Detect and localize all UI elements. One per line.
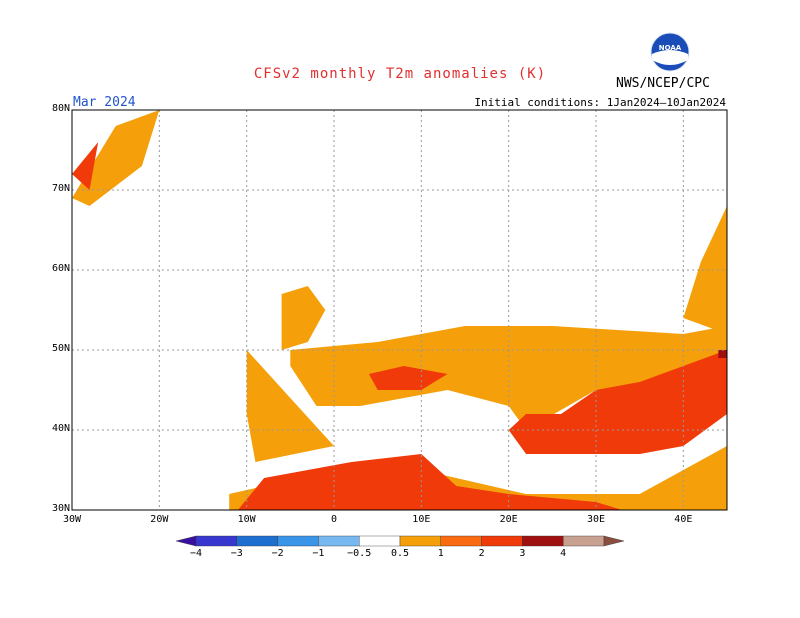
anomaly-region-0.5-1 [281, 286, 326, 350]
noaa-logo: NOAA [650, 32, 690, 72]
colorbar-tick-label: 0.5 [390, 548, 410, 559]
lon-tick-label: 20E [499, 514, 518, 525]
colorbar-bin [195, 535, 237, 547]
colorbar-bin [522, 535, 564, 547]
colorbar-bin [563, 535, 605, 547]
colorbar-bin [399, 535, 441, 547]
colorbar-bin [277, 535, 319, 547]
anomaly-region-1-2 [508, 350, 727, 454]
forecast-month: Mar 2024 [73, 95, 136, 110]
lon-tick-label: 20W [150, 514, 169, 525]
colorbar-tick-label: −3 [230, 548, 243, 559]
colorbar [175, 535, 625, 547]
colorbar-tick-label: 1 [437, 548, 444, 559]
lat-tick-label: 30N [51, 503, 70, 514]
anomaly-region-0.5-1 [683, 206, 727, 334]
lat-tick-label: 50N [51, 343, 70, 354]
logo-text: NOAA [659, 44, 682, 52]
colorbar-tick-label: 3 [519, 548, 526, 559]
anomaly-regions [72, 110, 727, 510]
colorbar-tick-label: −2 [271, 548, 284, 559]
lat-tick-label: 70N [51, 183, 70, 194]
colorbar-bin [440, 535, 482, 547]
anomaly-region-0.5-1 [246, 350, 334, 462]
lon-tick-label: 40E [674, 514, 693, 525]
colorbar-bin [359, 535, 401, 547]
lat-tick-label: 80N [51, 103, 70, 114]
colorbar-tick-label: 2 [478, 548, 485, 559]
map-frame [71, 109, 728, 511]
lon-tick-label: 30E [586, 514, 606, 525]
colorbar-tick-label: −1 [312, 548, 325, 559]
colorbar-bin [318, 535, 360, 547]
colorbar-bin [481, 535, 523, 547]
lat-tick-label: 40N [51, 423, 70, 434]
lon-tick-label: 10W [237, 514, 256, 525]
map-gridlines [72, 110, 727, 510]
anomaly-region-1-2 [368, 366, 448, 390]
lon-tick-label: 30W [62, 514, 82, 525]
initial-conditions: Initial conditions: 1Jan2024–10Jan2024 [474, 96, 726, 109]
lat-tick-label: 60N [51, 263, 70, 274]
agency-label: NWS/NCEP/CPC [616, 76, 710, 91]
anomaly-region-1-2 [237, 454, 623, 510]
colorbar-tick-label: 4 [560, 548, 567, 559]
colorbar-bin [236, 535, 278, 547]
anomaly-region-0.5-1 [290, 326, 727, 430]
lon-tick-label: 10E [412, 514, 431, 525]
anomaly-region-0.5-1 [72, 110, 160, 206]
page-title: CFSv2 monthly T2m anomalies (K) [253, 66, 547, 82]
colorbar-tick-label: −4 [189, 548, 203, 559]
colorbar-bin [603, 535, 625, 547]
colorbar-tick-label: −0.5 [347, 548, 372, 559]
colorbar-bin [175, 535, 197, 547]
lon-tick-label: 0 [330, 514, 338, 525]
anomaly-region-2-3 [718, 350, 727, 358]
anomaly-region-1-2 [72, 142, 99, 190]
